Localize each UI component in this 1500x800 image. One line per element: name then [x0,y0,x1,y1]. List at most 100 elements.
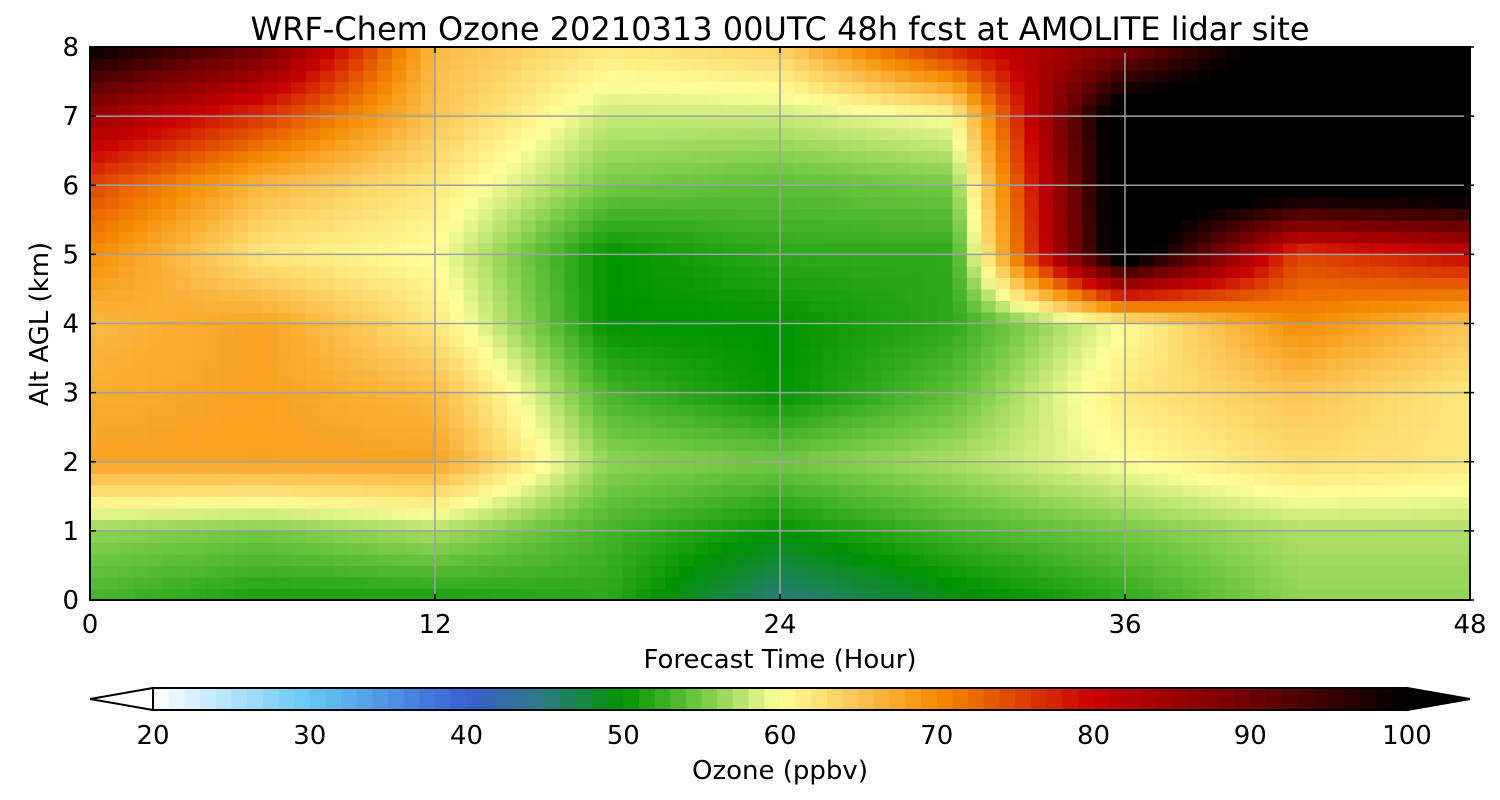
heatmap-cell [420,542,436,555]
heatmap-cell [1412,58,1428,71]
heatmap-cell [938,277,954,290]
heatmap-cell [147,93,163,106]
heatmap-cell [808,369,824,382]
heatmap-cell [435,381,450,394]
heatmap-cell [593,542,609,555]
heatmap-cell [1268,381,1284,394]
heatmap-cell [1326,415,1342,428]
heatmap-cell [794,507,810,520]
heatmap-cell [334,265,350,279]
heatmap-cell [794,265,810,279]
heatmap-cell [248,381,264,394]
heatmap-cell [1211,104,1227,117]
heatmap-cell [1096,358,1112,371]
heatmap-cell [463,196,479,209]
heatmap-cell [478,335,494,348]
heatmap-cell [1081,81,1097,94]
heatmap-cell [205,300,220,313]
heatmap-cell [1283,311,1299,325]
heatmap-cell [1297,58,1313,71]
heatmap-cell [938,81,954,94]
heatmap-cell [1240,450,1255,463]
heatmap-cell [780,404,795,417]
heatmap-cell [133,450,149,463]
heatmap-cell [219,311,235,325]
heatmap-cell [794,116,810,129]
heatmap-cell [1268,231,1284,244]
heatmap-cell [147,369,163,382]
heatmap-cell [90,415,105,428]
heatmap-cell [320,288,335,302]
heatmap-cell [923,427,939,440]
heatmap-cell [780,381,795,394]
heatmap-cell [133,553,149,567]
heatmap-cell [377,507,393,520]
heatmap-cell [391,47,407,60]
heatmap-cell [650,311,666,325]
heatmap-cell [1426,139,1442,152]
heatmap-cell [463,404,479,417]
heatmap-cell [334,323,350,336]
heatmap-cell [1096,231,1112,244]
heatmap-cell [1067,127,1083,140]
heatmap-cell [1426,277,1442,290]
heatmap-cell [1326,242,1342,255]
heatmap-cell [1383,496,1399,509]
heatmap-cell [1412,438,1428,451]
heatmap-cell [1355,381,1370,394]
heatmap-cell [923,461,939,474]
heatmap-cell [1398,254,1414,267]
heatmap-cell [463,242,479,255]
heatmap-cell [1340,484,1356,497]
heatmap-cell [190,277,206,290]
heatmap-cell [391,427,407,440]
heatmap-cell [463,496,479,509]
heatmap-cell [1067,265,1083,279]
heatmap-cell [276,81,292,94]
heatmap-cell [708,139,724,152]
heatmap-cell [895,277,910,290]
heatmap-cell [1096,208,1112,221]
heatmap-cell [435,404,450,417]
heatmap-cell [708,208,724,221]
heatmap-cell [348,438,364,451]
heatmap-cell [765,381,781,394]
heatmap-cell [665,173,680,186]
heatmap-cell [708,116,724,129]
heatmap-cell [535,208,551,221]
heatmap-cell [1355,507,1370,520]
heatmap-cell [1038,530,1054,543]
heatmap-cell [794,219,810,232]
heatmap-cell [736,323,752,336]
heatmap-cell [923,219,939,232]
heatmap-cell [521,311,537,325]
heatmap-cell [506,254,522,267]
heatmap-cell [952,219,968,232]
heatmap-cell [808,542,824,555]
heatmap-cell [190,358,206,371]
heatmap-cell [133,415,149,428]
heatmap-cell [880,93,896,106]
heatmap-cell [722,277,738,290]
heatmap-cell [952,47,968,60]
heatmap-cell [305,265,321,279]
heatmap-cell [506,369,522,382]
heatmap-cell [952,392,968,405]
heatmap-cell [1297,277,1313,290]
heatmap-cell [736,496,752,509]
heatmap-cell [1081,254,1097,267]
heatmap-cell [391,185,407,198]
heatmap-cell [276,576,292,590]
heatmap-cell [320,300,335,313]
heatmap-cell [348,496,364,509]
heatmap-cell [1268,335,1284,348]
heatmap-cell [1398,473,1414,486]
heatmap-cell [348,93,364,106]
heatmap-cell [722,507,738,520]
heatmap-cell [1398,542,1414,555]
heatmap-cell [1283,507,1299,520]
heatmap-cell [118,530,134,543]
heatmap-cell [837,381,853,394]
heatmap-cell [1081,47,1097,60]
heatmap-cell [334,542,350,555]
